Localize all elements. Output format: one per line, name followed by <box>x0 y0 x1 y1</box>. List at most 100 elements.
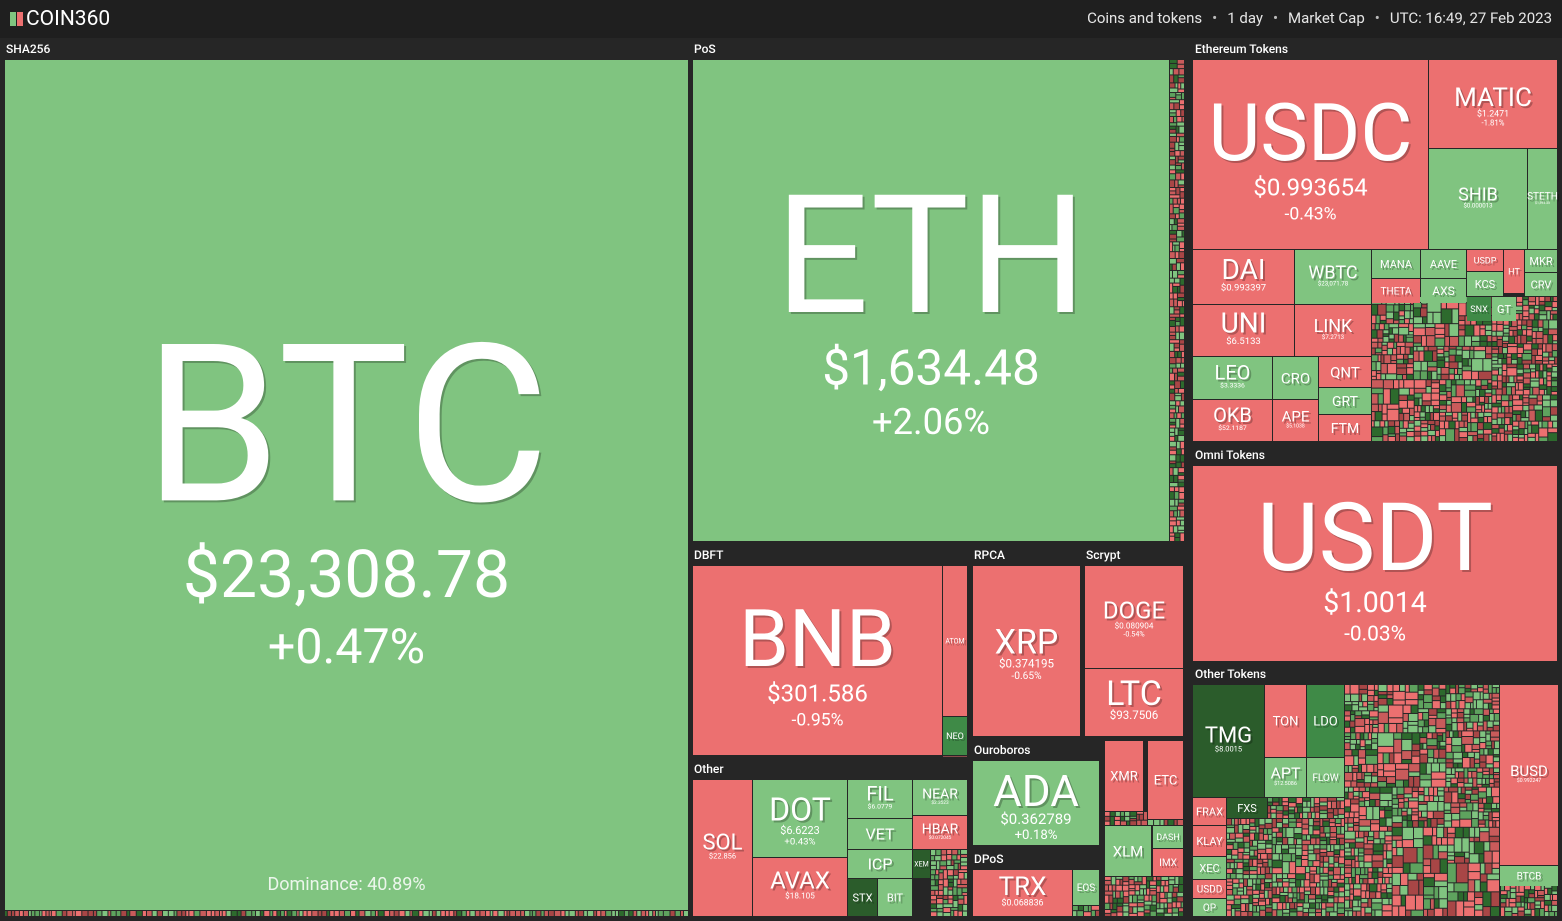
coin-tile[interactable]: UNI$6.5133 <box>1193 305 1294 356</box>
coin-tile[interactable]: HT <box>1504 250 1524 293</box>
small-tile <box>1250 850 1254 856</box>
coin-tile[interactable]: ICP <box>848 850 912 878</box>
coin-tile[interactable]: VET <box>848 819 912 849</box>
coin-tile[interactable]: LDO <box>1307 685 1344 757</box>
coin-tile[interactable]: TRX$0.068836 <box>973 870 1072 916</box>
coin-tile[interactable]: SNX <box>1467 297 1491 321</box>
coin-tile[interactable]: APT$12.5086 <box>1265 758 1306 797</box>
small-tile <box>1498 381 1502 389</box>
coin-tile[interactable]: MATIC$1.2471-1.81% <box>1429 60 1557 148</box>
coin-tile[interactable]: CRO <box>1273 357 1318 399</box>
coin-tile[interactable]: LTC$93.7506 <box>1085 669 1183 736</box>
coin-tile[interactable]: LINK$7.2713 <box>1295 305 1371 356</box>
coin-tile[interactable]: ATOM <box>943 566 967 716</box>
coin-tile[interactable]: KCS <box>1467 272 1503 296</box>
logo[interactable]: COIN360 <box>10 7 110 31</box>
small-tile <box>1170 326 1175 332</box>
small-tile <box>1424 346 1428 351</box>
small-tile <box>1472 787 1478 789</box>
small-tile <box>1413 351 1419 361</box>
small-tile <box>1296 845 1302 848</box>
small-tile <box>1371 820 1380 824</box>
small-tile <box>1129 907 1133 913</box>
coin-tile[interactable]: GRT <box>1319 388 1371 414</box>
coin-tile[interactable]: BTC$23,308.78+0.47%Dominance: 40.89% <box>5 60 688 910</box>
coin-tile[interactable]: ETC <box>1148 741 1183 819</box>
small-tile <box>1487 721 1493 727</box>
coin-tile[interactable]: CRV <box>1525 273 1557 296</box>
coin-tile[interactable]: OKB$52.1187 <box>1193 400 1272 441</box>
coin-tile[interactable]: DASH <box>1153 826 1183 848</box>
coin-tile[interactable]: DOT$6.6223+0.43% <box>753 780 847 857</box>
coin-tile[interactable]: ETH$1,634.48+2.06% <box>693 60 1169 541</box>
small-tile <box>670 911 675 916</box>
coin-tile[interactable]: AVAX$18.105 <box>753 858 847 916</box>
coin-tile[interactable]: THETA <box>1372 279 1420 303</box>
small-tile <box>1451 701 1456 709</box>
coin-tile[interactable]: FTM <box>1319 415 1371 441</box>
coin-tile[interactable]: XEM <box>913 850 930 878</box>
small-tile <box>656 911 658 916</box>
coin-tile[interactable]: FLOW <box>1307 758 1344 797</box>
coin-tile[interactable]: BIT <box>878 879 912 916</box>
coin-tile[interactable]: USDC$0.993654-0.43% <box>1193 60 1428 249</box>
coin-tile[interactable]: SHIB$0.000013 <box>1429 149 1527 249</box>
small-tile <box>1320 810 1327 814</box>
small-tile <box>931 908 937 912</box>
coin-tile[interactable]: ADA$0.362789+0.18% <box>973 761 1099 845</box>
coin-tile[interactable]: OP <box>1193 899 1226 916</box>
coin-tile[interactable]: STX <box>848 879 877 916</box>
coin-tile[interactable]: SOL$22.856 <box>693 780 752 916</box>
coin-tile[interactable]: QNT <box>1319 357 1371 387</box>
coin-tile[interactable]: IMX <box>1153 849 1183 876</box>
coin-tile[interactable]: DOGE$0.080904-0.54% <box>1085 566 1183 668</box>
coin-tile[interactable]: DAI$0.993397 <box>1193 250 1294 304</box>
coin-tile[interactable]: APE$5.1038 <box>1273 400 1318 441</box>
coin-tile[interactable]: AAVE <box>1421 250 1466 278</box>
small-tile <box>1276 813 1283 818</box>
filter[interactable]: Market Cap <box>1263 9 1365 27</box>
tile-bg <box>1429 149 1527 249</box>
small-tile <box>1180 192 1184 198</box>
coin-tile[interactable]: TMG$8.0015 <box>1193 685 1264 797</box>
coin-tile[interactable]: FXS <box>1227 798 1267 818</box>
coin-tile[interactable]: EOS <box>1073 870 1099 905</box>
small-tile <box>1446 388 1451 391</box>
coin-tile[interactable]: BNB$301.586-0.95% <box>693 566 942 755</box>
coin-tile[interactable]: MANA <box>1372 250 1420 278</box>
coin-tile[interactable]: STETH$1,593.35 <box>1527 149 1558 249</box>
small-tile <box>1492 368 1499 370</box>
filter[interactable]: 1 day <box>1202 9 1263 27</box>
small-tile <box>1328 896 1334 898</box>
coin-tile[interactable]: FRAX <box>1193 798 1226 825</box>
coin-tile[interactable]: HBAR$0.072045 <box>913 816 967 849</box>
coin-tile[interactable]: USDD <box>1193 880 1226 898</box>
coin-tile[interactable]: GT <box>1492 297 1516 321</box>
coin-tile[interactable]: TON <box>1265 685 1306 757</box>
small-tile <box>1241 912 1248 916</box>
small-tile <box>1359 694 1362 702</box>
coin-tile[interactable]: BTCB <box>1500 866 1558 886</box>
coin-tile[interactable]: USDT$1.0014-0.03% <box>1193 466 1557 661</box>
coin-tile[interactable]: XMR <box>1105 741 1143 811</box>
filter[interactable]: Coins and tokens <box>1087 9 1203 27</box>
small-tile <box>1310 807 1314 812</box>
filter[interactable]: UTC: 16:49, 27 Feb 2023 <box>1365 9 1552 27</box>
coin-tile[interactable]: BUSD$0.992247 <box>1500 685 1558 865</box>
coin-tile[interactable]: NEAR$2.3523 <box>913 780 967 815</box>
small-tile <box>1424 821 1427 827</box>
coin-tile[interactable]: AXS <box>1421 279 1466 303</box>
coin-tile[interactable]: NEO <box>943 717 967 755</box>
coin-tile[interactable]: XLM <box>1105 826 1151 876</box>
coin-tile[interactable]: MKR <box>1525 250 1557 272</box>
small-tile <box>1255 819 1259 826</box>
coin-tile[interactable]: LEO$3.3336 <box>1193 357 1272 399</box>
coin-tile[interactable]: FIL$6.0779 <box>848 780 912 818</box>
coin-tile[interactable]: USDP <box>1467 250 1503 271</box>
coin-tile[interactable]: XEC <box>1193 857 1226 879</box>
small-tile <box>1468 359 1472 366</box>
coin-tile[interactable]: KLAY <box>1193 826 1226 856</box>
coin-tile[interactable]: WBTC$23,071.78 <box>1295 250 1371 304</box>
coin-tile[interactable]: XRP$0.374195-0.65% <box>973 566 1080 736</box>
small-tile <box>1493 749 1499 755</box>
